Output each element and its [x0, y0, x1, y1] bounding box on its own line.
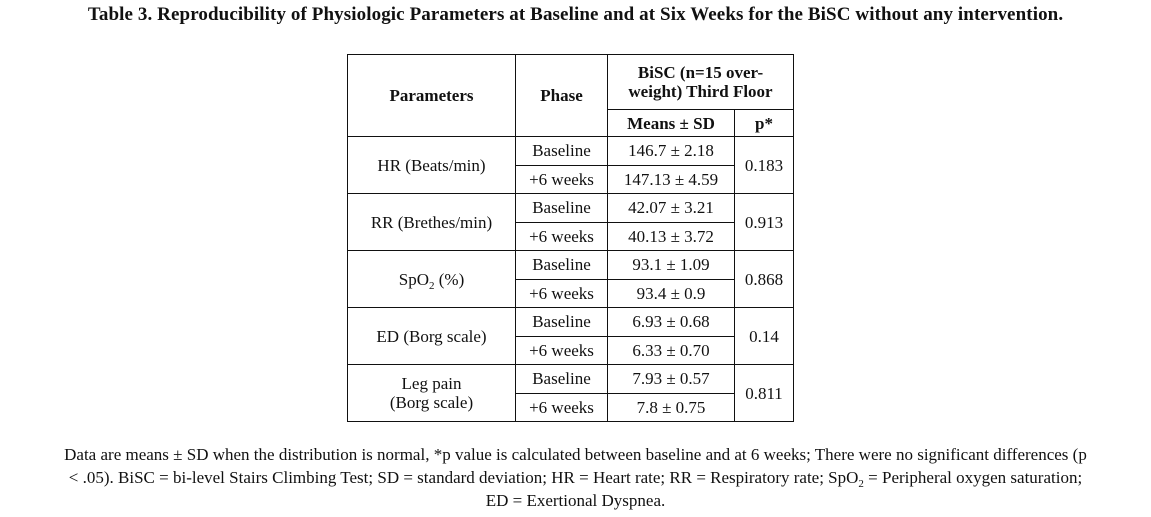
header-group-line1: BiSC (n=15 over-: [637, 63, 764, 82]
mean-cell: 6.33 ± 0.70: [607, 335, 735, 365]
mean-cell: 147.13 ± 4.59: [607, 164, 735, 194]
table-row: RR (Brethes/min) Baseline 42.07 ± 3.21 0…: [347, 193, 794, 251]
mean-cell: 6.93 ± 0.68: [607, 307, 735, 337]
header-phase: Phase: [515, 54, 608, 137]
table-row: +6 weeks 40.13 ± 3.72: [348, 221, 794, 251]
phase-cell: +6 weeks: [515, 164, 608, 194]
parameter-unit: (%): [434, 269, 465, 289]
mean-cell: 146.7 ± 2.18: [607, 136, 735, 166]
parameter-cell: RR (Brethes/min): [347, 193, 516, 251]
p-value-cell: 0.868: [734, 250, 794, 308]
mean-cell: 93.4 ± 0.9: [607, 278, 735, 308]
physiologic-parameters-table: Parameters Phase BiSC (n=15 over- weight…: [347, 54, 794, 422]
p-value-cell: 0.14: [734, 307, 794, 365]
footnote-line2: < .05). BiSC = bi-level Stairs Climbing …: [0, 466, 1151, 490]
parameter-spo-text: SpO: [398, 269, 429, 289]
mean-cell: 7.93 ± 0.57: [607, 364, 735, 394]
footnote-line1: Data are means ± SD when the distributio…: [64, 445, 1087, 464]
table-row: +6 weeks 93.4 ± 0.9: [348, 278, 794, 308]
header-means: Means ± SD: [607, 109, 735, 137]
p-value-cell: 0.811: [734, 364, 794, 422]
phase-cell: +6 weeks: [515, 278, 608, 308]
mean-cell: 7.8 ± 0.75: [607, 392, 735, 422]
p-value-cell: 0.183: [734, 136, 794, 194]
phase-cell: Baseline: [515, 364, 608, 394]
table-row: SpO2 (%) Baseline 93.1 ± 1.09 0.868: [347, 250, 794, 308]
table-row: Leg pain (Borg scale) Baseline 7.93 ± 0.5…: [347, 364, 794, 422]
parameter-cell: SpO2 (%): [347, 250, 516, 308]
phase-cell: +6 weeks: [515, 221, 608, 251]
parameter-cell: HR (Beats/min): [347, 136, 516, 194]
phase-cell: +6 weeks: [515, 335, 608, 365]
phase-cell: Baseline: [515, 136, 608, 166]
mean-cell: 40.13 ± 3.72: [607, 221, 735, 251]
phase-cell: Baseline: [515, 193, 608, 223]
table-row: +6 weeks 147.13 ± 4.59: [348, 164, 794, 194]
header-parameters: Parameters: [347, 54, 516, 137]
p-value-cell: 0.913: [734, 193, 794, 251]
table-row: +6 weeks 7.8 ± 0.75: [348, 392, 794, 422]
header-group-line2: weight) Third Floor: [628, 82, 773, 101]
header-p: p*: [734, 109, 794, 137]
parameter-cell: Leg pain (Borg scale): [347, 364, 516, 422]
footnote-line3: ED = Exertional Dyspnea.: [485, 491, 666, 510]
header-group: BiSC (n=15 over- weight) Third Floor: [607, 54, 794, 110]
footnote-line2-start: < .05). BiSC = bi-level Stairs Climbing …: [68, 468, 859, 487]
phase-cell: +6 weeks: [515, 392, 608, 422]
parameter-subscript: 2: [429, 279, 435, 292]
table-title: Table 3. Reproducibility of Physiologic …: [87, 4, 1064, 25]
phase-cell: Baseline: [515, 250, 608, 280]
table-row: +6 weeks 6.33 ± 0.70: [348, 335, 794, 365]
table-row: HR (Beats/min) Baseline 146.7 ± 2.18 0.1…: [347, 136, 794, 194]
phase-cell: Baseline: [515, 307, 608, 337]
mean-cell: 42.07 ± 3.21: [607, 193, 735, 223]
parameter-cell: ED (Borg scale): [347, 307, 516, 365]
table-footnote: Data are means ± SD when the distributio…: [0, 443, 1151, 512]
mean-cell: 93.1 ± 1.09: [607, 250, 735, 280]
footnote-subscript: 2: [858, 478, 864, 490]
table-row: ED (Borg scale) Baseline 6.93 ± 0.68 0.1…: [347, 307, 794, 365]
parameter-line1: Leg pain: [401, 374, 462, 393]
parameter-line2: (Borg scale): [389, 393, 474, 412]
footnote-line2-end: = Peripheral oxygen saturation;: [863, 468, 1083, 487]
